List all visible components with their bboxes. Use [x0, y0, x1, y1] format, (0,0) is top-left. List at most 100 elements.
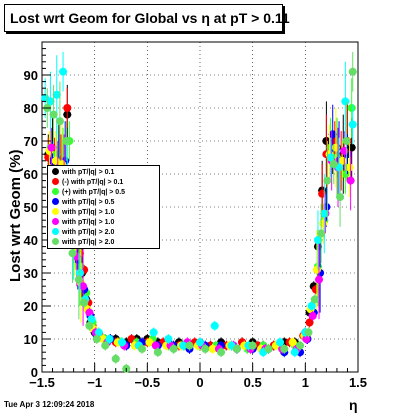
data-point: [323, 176, 332, 185]
legend-entry: with pT/|q| > 2.0: [52, 228, 114, 238]
data-point: [75, 269, 84, 277]
data-point: [145, 338, 154, 347]
data-point: [80, 298, 89, 307]
data-point: [138, 344, 147, 353]
legend-entry: with pT/|q| > 1.0: [52, 218, 114, 228]
y-tick-label: 30: [24, 266, 38, 281]
legend-label: with pT/|q| > 1.0: [62, 219, 115, 226]
data-point: [347, 143, 356, 152]
data-point: [62, 137, 71, 145]
data-point: [296, 341, 305, 350]
data-point: [85, 321, 94, 330]
data-point: [185, 341, 194, 350]
data-point: [118, 338, 127, 347]
data-point: [111, 354, 120, 363]
data-point: [345, 163, 354, 172]
data-point: [63, 104, 72, 112]
data-point: [308, 311, 317, 320]
data-point: [149, 328, 158, 337]
y-tick-label: 50: [24, 200, 38, 215]
legend-label: with pT/|q| > 0.1: [62, 169, 115, 176]
data-point: [201, 344, 210, 353]
data-point: [320, 209, 329, 218]
legend-marker: [52, 228, 59, 235]
data-point: [326, 153, 335, 162]
legend-marker: [52, 208, 59, 215]
legend-label: with pT/|q| > 0.5: [62, 199, 115, 206]
legend-label: with pT/|q| > 2.0: [62, 239, 115, 246]
data-point: [217, 348, 226, 357]
data-point: [348, 67, 357, 76]
x-tick-label: −1.5: [29, 375, 55, 390]
data-point: [348, 120, 357, 129]
legend-marker: [52, 168, 59, 175]
legend-label: with pT/|q| > 1.0: [62, 209, 115, 216]
data-point: [46, 97, 55, 106]
legend-marker: [52, 218, 59, 225]
data-point: [52, 90, 61, 99]
data-point: [315, 275, 324, 284]
legend-entry: with pT/|q| > 0.1: [52, 168, 114, 178]
data-point: [68, 249, 77, 258]
y-tick-label: 0: [31, 365, 38, 380]
data-point: [328, 130, 337, 139]
legend-entry: with pT/|q| > 1.0: [52, 208, 114, 218]
data-point: [79, 282, 88, 291]
y-tick-label: 60: [24, 167, 38, 182]
legend-marker: [52, 198, 59, 205]
y-tick-label: 20: [24, 299, 38, 314]
y-tick-label: 40: [24, 233, 38, 248]
timestamp-footer: Tue Apr 3 12:09:24 2018: [4, 400, 95, 409]
x-tick-label: 0: [196, 375, 203, 390]
y-tick-label: 10: [24, 332, 38, 347]
data-point: [55, 117, 64, 126]
data-point: [341, 97, 350, 106]
data-point: [340, 146, 349, 155]
data-point: [164, 335, 173, 343]
data-point: [49, 110, 58, 119]
data-point: [280, 344, 289, 353]
data-point: [47, 143, 56, 152]
y-tick-label: 80: [24, 101, 38, 116]
data-point: [169, 344, 178, 353]
y-axis-label: Lost wrt Geom (%): [7, 149, 24, 282]
data-point: [319, 219, 328, 228]
data-point: [342, 137, 351, 145]
data-point: [74, 275, 83, 284]
legend-label: (+) with pT/|q| > 0.5: [62, 189, 126, 196]
data-point: [210, 321, 219, 330]
legend-marker: [52, 188, 59, 195]
data-point: [232, 344, 241, 353]
legend: with pT/|q| > 0.1 (-) with pT/|q| > 0.1 …: [47, 165, 160, 249]
x-tick-label: 0.5: [244, 375, 262, 390]
data-point: [336, 193, 345, 202]
legend-marker: [52, 238, 59, 245]
y-tick-label: 90: [24, 68, 38, 83]
data-point: [305, 318, 314, 327]
legend-entry: (+) with pT/|q| > 0.5: [52, 188, 125, 198]
x-axis-label: η: [349, 397, 358, 413]
chart-title: Lost wrt Geom for Global vs η at pT > 0.…: [4, 4, 290, 32]
data-points: [41, 51, 357, 373]
legend-label: (-) with pT/|q| > 0.1: [62, 179, 124, 186]
legend-marker: [52, 178, 59, 185]
data-point: [208, 344, 217, 353]
data-point: [329, 160, 338, 169]
data-point: [312, 265, 321, 274]
data-point: [288, 338, 297, 347]
legend-entry: (-) with pT/|q| > 0.1: [52, 178, 123, 188]
data-point: [101, 341, 110, 350]
data-point: [307, 302, 316, 310]
data-point: [317, 229, 326, 238]
x-tick-label: 1.5: [349, 375, 367, 390]
data-point: [248, 341, 257, 350]
data-point: [264, 344, 273, 353]
data-point: [313, 236, 322, 244]
data-point: [347, 104, 356, 112]
legend-label: with pT/|q| > 2.0: [62, 229, 115, 236]
data-point: [105, 335, 114, 343]
legend-entry: with pT/|q| > 0.5: [52, 198, 114, 208]
data-point: [92, 335, 101, 343]
data-point: [304, 328, 313, 337]
